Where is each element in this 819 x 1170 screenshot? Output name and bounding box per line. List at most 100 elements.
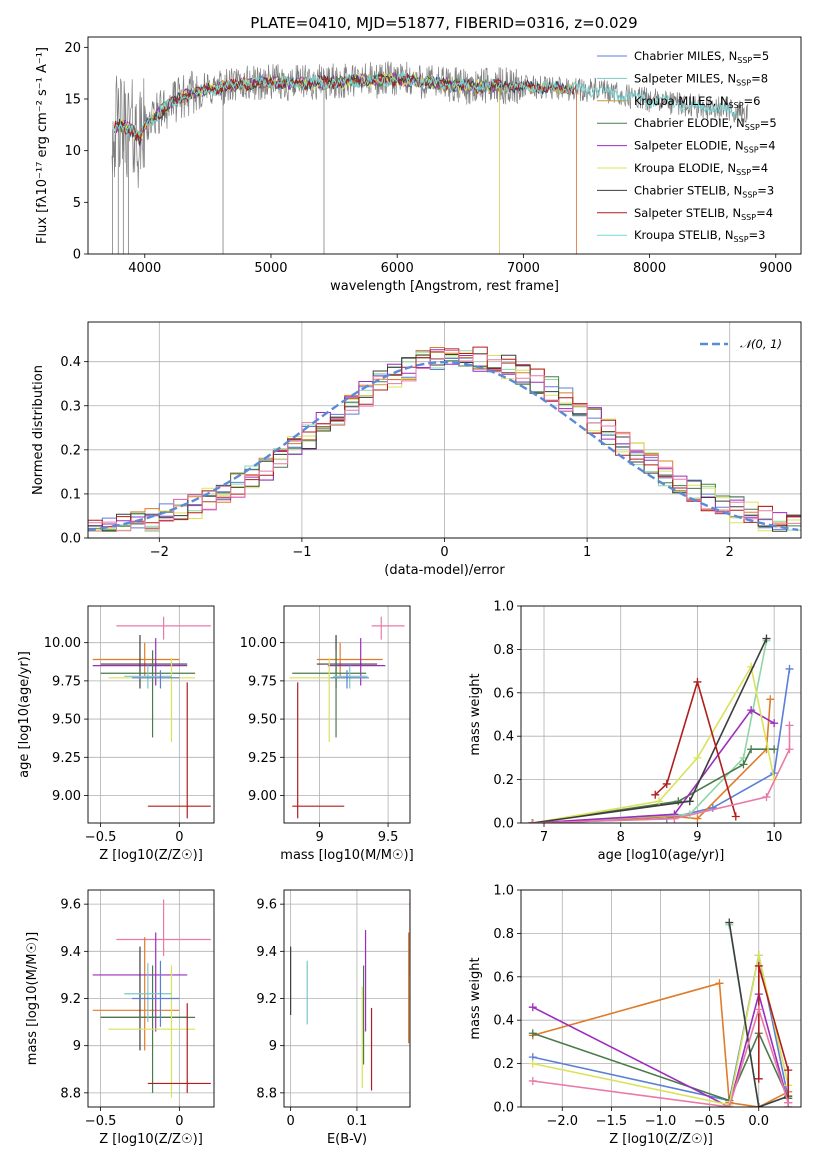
- mass-weight-vs-age-axes: 7 8 9 10 0.0 0.2 0.4 0.6 0.8 1.0: [493, 600, 801, 845]
- mass-weight-series: [528, 634, 771, 823]
- series-marker: [770, 719, 779, 728]
- series-marker: [693, 814, 702, 823]
- y-tick-label: 20: [64, 41, 81, 56]
- x-tick-label: 6000: [381, 261, 414, 276]
- series-marker: [674, 797, 683, 806]
- age-vs-mass-xlabel: mass [log10(M/M☉)]: [280, 848, 413, 863]
- x-tick-label: 0: [175, 830, 183, 845]
- series-line: [654, 679, 737, 817]
- y-tick-label: 10: [64, 144, 81, 159]
- series-marker: [528, 1003, 537, 1012]
- y-tick-label: 9.75: [52, 674, 81, 689]
- series-marker: [528, 819, 537, 823]
- series-marker: [770, 745, 779, 754]
- spectrum-model-line: [114, 71, 738, 136]
- y-tick-label: 0.0: [493, 817, 514, 832]
- x-tick-label: −0.5: [85, 1114, 117, 1129]
- series-marker: [754, 1005, 763, 1014]
- y-tick-label: 15: [64, 93, 81, 108]
- series-marker: [785, 721, 794, 730]
- figure-title: PLATE=0410, MJD=51877, FIBERID=0316, z=0…: [250, 14, 637, 32]
- x-tick-label: −2.0: [546, 1114, 578, 1129]
- y-tick-label: 0.3: [60, 399, 81, 414]
- y-tick-label: 0.2: [493, 1057, 514, 1072]
- gaussian-curve: [88, 360, 799, 532]
- age-vs-Z-frame: [87, 605, 215, 824]
- mass-vs-Z-frame: [87, 889, 215, 1108]
- spectrum-ylabel: Flux [fλ10⁻¹⁷ erg cm⁻² s⁻¹ A⁻¹]: [35, 47, 50, 244]
- series-marker: [725, 918, 734, 927]
- legend-label: Chabrier MILES, NSSP=5: [634, 49, 769, 65]
- age-vs-Z-ylabel: age [log10(age/yr)]: [17, 651, 32, 778]
- errorbar: [100, 635, 188, 689]
- x-tick-label: 9: [693, 830, 701, 845]
- spectrum-frame: [87, 36, 802, 255]
- mass-vs-Z-ylabel: mass [log10(M/M☉)]: [25, 932, 40, 1065]
- errorbar: [289, 657, 367, 743]
- mass-vs-ebv-frame: [283, 889, 411, 1108]
- y-tick-label: 9.2: [256, 992, 277, 1007]
- errorbar: [316, 642, 383, 677]
- x-tick-label: 10: [766, 830, 783, 845]
- series-marker: [670, 814, 679, 823]
- series-marker: [693, 677, 702, 686]
- series-marker: [528, 1076, 537, 1085]
- series-line: [532, 709, 775, 823]
- series-marker: [762, 634, 771, 643]
- errorbar: [132, 960, 180, 1027]
- y-tick-label: 9: [269, 1039, 277, 1054]
- residuals-frame: [87, 321, 802, 539]
- x-tick-label: 2: [726, 545, 734, 560]
- x-tick-label: 7000: [507, 261, 540, 276]
- series-marker: [693, 753, 702, 762]
- mass-weight-series: [528, 1005, 793, 1107]
- errorbar: [132, 670, 180, 689]
- series-line: [532, 1006, 789, 1107]
- y-tick-label: 0.8: [493, 643, 514, 658]
- age-vs-mass-frame: [283, 605, 411, 824]
- age-vs-mass-axes: 9 9.5 9.00 9.25 9.50 9.75 10.00: [240, 606, 410, 845]
- residuals-legend: 𝒩(0, 1): [700, 337, 782, 351]
- mass-weight-vs-Z-frame: [520, 889, 802, 1108]
- series-marker: [754, 951, 763, 960]
- legend-label: 𝒩(0, 1): [740, 337, 782, 351]
- errorbar: [292, 682, 345, 819]
- errorbar: [108, 965, 196, 1098]
- x-tick-label: 9000: [759, 261, 792, 276]
- spectrum-data-line: [111, 61, 749, 189]
- y-tick-label: 9.75: [248, 674, 277, 689]
- x-tick-label: 0.0: [748, 1114, 769, 1129]
- histogram-series: [88, 350, 801, 532]
- series-marker: [766, 695, 775, 704]
- errorbar: [124, 963, 172, 1023]
- age-vs-Z-xlabel: Z [log10(Z/Z☉)]: [99, 848, 203, 863]
- x-tick-label: 7: [540, 830, 548, 845]
- series-line: [532, 1031, 789, 1102]
- y-tick-label: 9.6: [60, 898, 81, 913]
- legend-label: Kroupa ELODIE, NSSP=4: [634, 161, 768, 177]
- x-tick-label: 5000: [254, 261, 287, 276]
- x-tick-label: 9.5: [378, 830, 399, 845]
- series-marker: [747, 745, 756, 754]
- x-tick-label: −2: [150, 545, 169, 560]
- series-line: [532, 638, 768, 823]
- series-marker: [784, 1098, 793, 1107]
- series-marker: [747, 706, 756, 715]
- mass-vs-Z-axes: −0.5 0 8.8 9 9.2 9.4 9.6: [60, 890, 214, 1129]
- spectrum-legend: Chabrier MILES, NSSP=5 Salpeter MILES, NS…: [597, 49, 777, 244]
- series-line: [532, 664, 775, 823]
- y-tick-label: 9.50: [248, 713, 277, 728]
- series-line: [728, 922, 789, 1107]
- y-tick-label: 1.0: [493, 600, 514, 615]
- x-tick-label: −1.5: [596, 1114, 628, 1129]
- mass-weight-vs-Z-ylabel: mass weight: [468, 957, 483, 1039]
- y-tick-label: 10.00: [44, 636, 81, 651]
- y-tick-label: 9.25: [248, 751, 277, 766]
- y-tick-label: 9.4: [60, 945, 81, 960]
- errorbar: [108, 657, 196, 743]
- x-tick-label: 0: [286, 1114, 294, 1129]
- mass-weight-series: [528, 721, 794, 823]
- errorbar: [92, 642, 180, 677]
- legend-label: Salpeter MILES, NSSP=8: [634, 71, 768, 87]
